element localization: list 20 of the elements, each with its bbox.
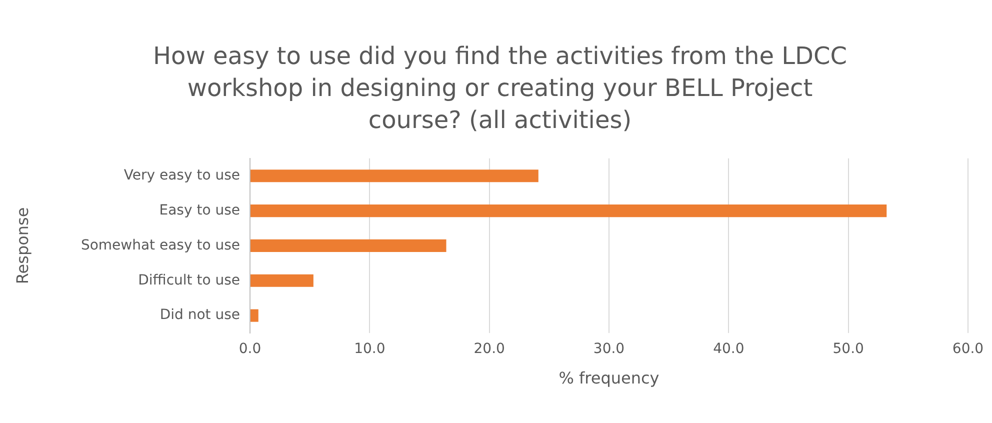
y-axis-title: Response [12, 207, 32, 284]
bar [250, 170, 538, 182]
y-tick-label: Very easy to use [124, 168, 240, 184]
x-tick-label: 10.0 [354, 341, 386, 358]
x-axis-title: % frequency [558, 368, 660, 388]
x-tick-label: 30.0 [593, 341, 625, 358]
y-tick-label: Did not use [160, 307, 240, 324]
bar [250, 274, 314, 287]
y-tick-label: Somewhat easy to use [80, 237, 240, 254]
x-tick-label: 20.0 [474, 341, 505, 358]
x-tick-label: 50.0 [832, 341, 864, 358]
bar [250, 204, 887, 218]
y-tick-label: Difficult to use [138, 272, 240, 288]
bar [250, 239, 446, 252]
x-tick-label: 60.0 [952, 341, 984, 358]
y-tick-label: Easy to use [159, 202, 240, 218]
x-tick-label: 40.0 [713, 341, 744, 358]
chart-title: How easy to use did you find the activities from the LDCC workshop in designing or creating your BELL Project course? (all activities) [152, 41, 848, 136]
bar [250, 309, 258, 322]
x-tick-label: 0.0 [238, 341, 262, 358]
